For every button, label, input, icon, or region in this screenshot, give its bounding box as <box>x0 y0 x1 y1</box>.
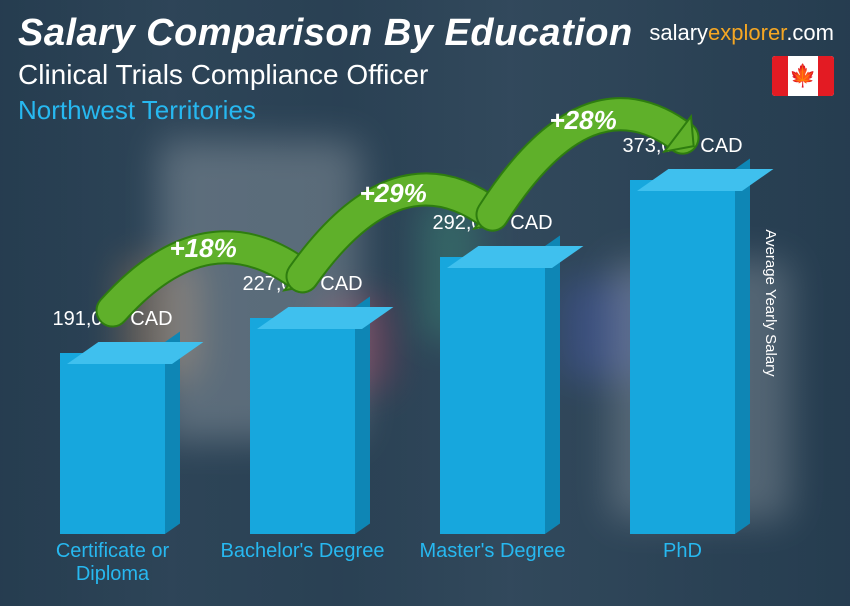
bar-value-label: 292,000 CAD <box>403 212 583 235</box>
brand-label: salaryexplorer.com <box>649 20 834 46</box>
increase-percent-label: +18% <box>170 233 237 264</box>
bar-value-label: 373,000 CAD <box>593 135 773 158</box>
bar <box>440 257 545 534</box>
maple-leaf-icon: 🍁 <box>789 65 816 87</box>
bar-group: 227,000 CADBachelor's Degree <box>250 318 355 534</box>
bar <box>630 180 735 534</box>
bar-group: 373,000 CADPhD <box>630 180 735 534</box>
page-subtitle: Clinical Trials Compliance Officer <box>18 59 832 91</box>
bar-category-label: PhD <box>598 540 768 563</box>
bar-category-label: Bachelor's Degree <box>218 540 388 563</box>
bar-group: 292,000 CADMaster's Degree <box>440 257 545 534</box>
bar-value-label: 191,000 CAD <box>23 308 203 331</box>
bar-category-label: Certificate or Diploma <box>28 540 198 586</box>
salary-bar-chart: 191,000 CADCertificate or Diploma 227,000… <box>40 142 810 582</box>
bar-category-label: Master's Degree <box>408 540 578 563</box>
brand-part-3: .com <box>786 20 834 45</box>
bar-value-label: 227,000 CAD <box>213 273 393 296</box>
canada-flag-icon: 🍁 <box>772 56 834 96</box>
increase-percent-label: +29% <box>360 178 427 209</box>
page-region: Northwest Territories <box>18 95 832 126</box>
bar <box>250 318 355 534</box>
bar <box>60 353 165 534</box>
bar-group: 191,000 CADCertificate or Diploma <box>60 353 165 534</box>
brand-part-2: explorer <box>708 20 786 45</box>
brand-part-1: salary <box>649 20 708 45</box>
